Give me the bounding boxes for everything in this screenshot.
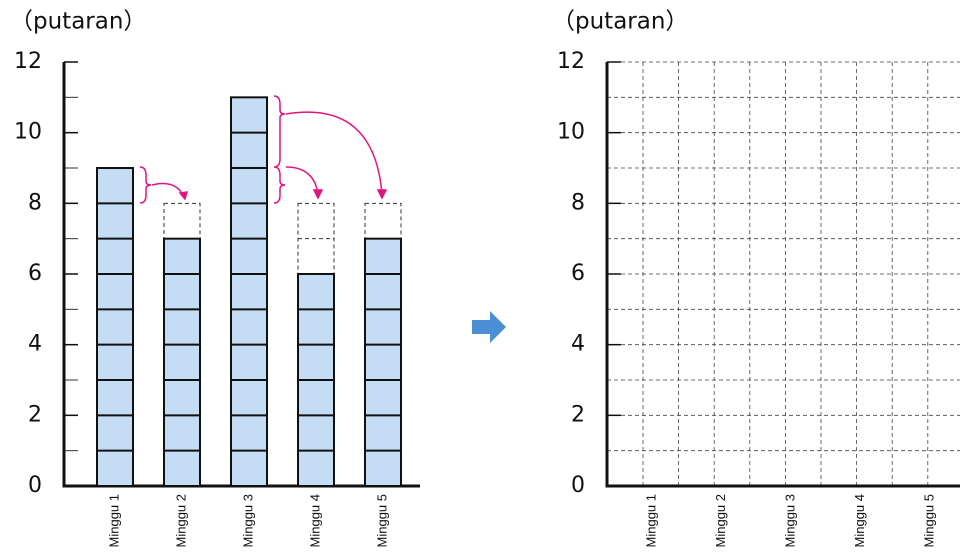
x-tick-label: Minggu 1	[643, 494, 658, 547]
arrow-head	[376, 189, 388, 200]
arrow-head	[178, 191, 189, 201]
y-tick-label: 4	[571, 332, 585, 357]
y-tick-label: 8	[571, 190, 585, 215]
arrow-icon	[472, 311, 506, 343]
y-tick-label: 8	[28, 190, 42, 215]
y-tick-label: 2	[28, 402, 42, 427]
bar	[96, 167, 134, 487]
brace	[139, 166, 152, 204]
x-tick-label: Minggu 5	[921, 494, 936, 547]
y-tick-label: 4	[28, 332, 42, 357]
x-tick-label: Minggu 5	[374, 494, 389, 547]
x-tick-label: Minggu 3	[782, 494, 797, 547]
annotations	[139, 95, 388, 204]
x-tick-label: Minggu 3	[240, 494, 255, 547]
x-tick-label: Minggu 2	[713, 494, 728, 547]
y-tick-label: 0	[571, 473, 585, 498]
y-tick-label: 12	[14, 49, 42, 74]
x-tick-label: Minggu 4	[852, 494, 867, 547]
axis-title: （putaran）	[552, 9, 688, 35]
mean-outline	[364, 202, 402, 240]
y-tick-label: 6	[571, 261, 585, 286]
arrow-head	[312, 189, 324, 200]
y-tick-label: 10	[14, 120, 42, 145]
y-tick-label: 0	[28, 473, 42, 498]
arrow	[285, 111, 383, 195]
bar	[163, 237, 201, 487]
y-tick-label: 10	[557, 120, 585, 145]
arrow	[151, 182, 185, 198]
brace	[273, 95, 286, 204]
bar	[364, 237, 402, 487]
x-tick-label: Minggu 2	[173, 494, 188, 547]
mean-outline	[163, 202, 201, 240]
bar	[230, 96, 268, 487]
x-tick-label: Minggu 1	[106, 494, 121, 547]
x-tick-label: Minggu 4	[307, 494, 322, 547]
y-tick-label: 6	[28, 261, 42, 286]
y-tick-label: 12	[557, 49, 585, 74]
axis-title: （putaran）	[10, 9, 146, 35]
y-tick-label: 2	[571, 402, 585, 427]
